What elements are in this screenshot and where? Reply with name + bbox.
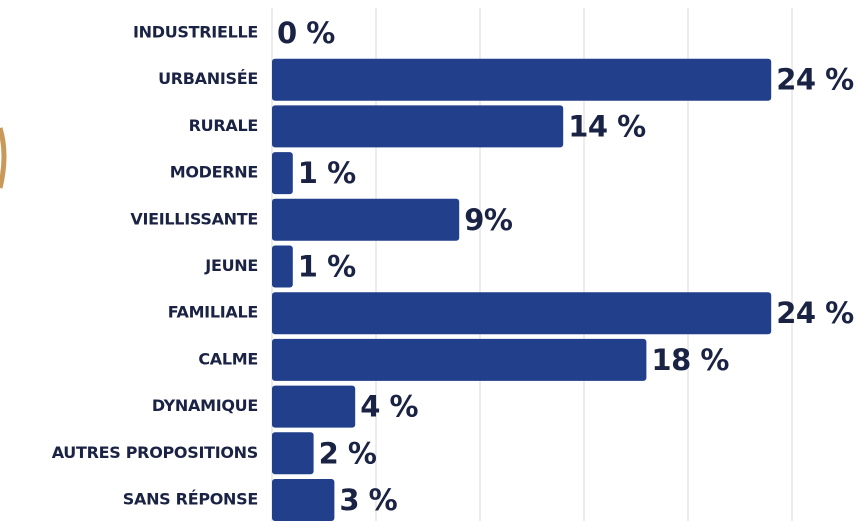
value-label: 2 %	[319, 436, 377, 470]
category-label: DYNAMIQUE	[152, 396, 258, 415]
bar	[272, 245, 293, 288]
category-label: JEUNE	[204, 256, 258, 275]
value-label: 4 %	[360, 390, 418, 424]
category-label: AUTRES PROPOSITIONS	[52, 443, 258, 462]
bar	[272, 152, 293, 195]
value-label: 14 %	[568, 109, 646, 143]
bar	[272, 479, 335, 521]
category-label: CALME	[198, 349, 258, 368]
bar	[272, 338, 647, 381]
category-label: VIEILLISSANTE	[130, 209, 258, 228]
value-label: 9%	[464, 203, 513, 237]
bar	[272, 292, 772, 335]
bar	[272, 432, 314, 475]
bar	[272, 105, 564, 148]
category-label: FAMILIALE	[168, 303, 258, 322]
bar	[272, 58, 772, 101]
value-label: 24 %	[776, 63, 854, 97]
category-label: SANS RÉPONSE	[123, 490, 258, 509]
value-label: 24 %	[776, 296, 854, 330]
category-label: MODERNE	[170, 163, 258, 182]
value-label: 3 %	[339, 483, 397, 517]
value-label: 18 %	[651, 343, 729, 377]
category-label: RURALE	[189, 116, 258, 135]
category-label: URBANISÉE	[158, 69, 258, 88]
category-label: INDUSTRIELLE	[133, 23, 258, 42]
bar	[272, 385, 356, 428]
decoration	[0, 127, 7, 189]
value-label: 1 %	[298, 250, 356, 284]
value-label: 0 %	[277, 16, 335, 50]
bar	[272, 198, 460, 241]
value-label: 1 %	[298, 156, 356, 190]
